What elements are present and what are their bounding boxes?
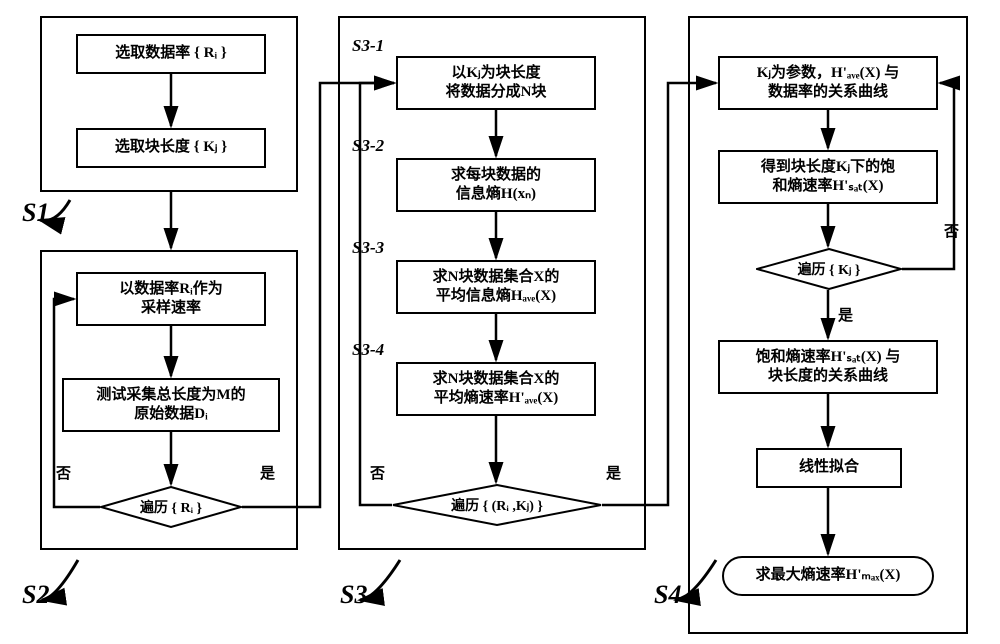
s3-diamond-label: 遍历 { (Rᵢ ,Kⱼ) }: [392, 495, 602, 515]
label-s2: S2: [22, 580, 49, 610]
s4-node5-label: 求最大熵速率H'ₘₐₓ(X): [756, 566, 901, 586]
s2-yes: 是: [260, 462, 275, 483]
s4-node1-label: Kⱼ为参数，H'ₐᵥₑ(X) 与 数据率的关系曲线: [757, 64, 899, 103]
s3-sub2: S3-2: [352, 136, 384, 156]
s3-node2-label: 求每块数据的 信息熵H(xₙ): [451, 166, 541, 205]
s4-node3-label: 饱和熵速率H'ₛₐₜ(X) 与 块长度的关系曲线: [756, 348, 901, 387]
s2-node1: 以数据率Rᵢ作为 采样速率: [76, 272, 266, 326]
s3-node1-label: 以Kⱼ为块长度 将数据分成N块: [446, 64, 547, 103]
s2-diamond-label: 遍历 { Rᵢ }: [100, 497, 242, 517]
s4-yes: 是: [838, 304, 853, 325]
label-s1: S1: [22, 198, 49, 228]
s4-diamond: 遍历 { Kⱼ }: [756, 248, 902, 290]
s4-no: 否: [944, 220, 959, 241]
s3-no: 否: [370, 462, 385, 483]
s1-node2: 选取块长度 { Kⱼ }: [76, 128, 266, 168]
s3-diamond: 遍历 { (Rᵢ ,Kⱼ) }: [392, 484, 602, 526]
label-s4: S4: [654, 580, 681, 610]
s1-node1: 选取数据率 { Rᵢ }: [76, 34, 266, 74]
s4-node2: 得到块长度Kⱼ下的饱 和熵速率H'ₛₐₜ(X): [718, 150, 938, 204]
s4-diamond-label: 遍历 { Kⱼ }: [756, 259, 902, 279]
label-s3: S3: [340, 580, 367, 610]
s2-node1-label: 以数据率Rᵢ作为 采样速率: [119, 280, 223, 319]
s3-node1: 以Kⱼ为块长度 将数据分成N块: [396, 56, 596, 110]
s1-node2-label: 选取块长度 { Kⱼ }: [115, 138, 227, 158]
s2-no: 否: [56, 462, 71, 483]
s3-node4-label: 求N块数据集合X的 平均熵速率H'ₐᵥₑ(X): [433, 370, 560, 409]
s3-node2: 求每块数据的 信息熵H(xₙ): [396, 158, 596, 212]
s3-node4: 求N块数据集合X的 平均熵速率H'ₐᵥₑ(X): [396, 362, 596, 416]
s3-sub3: S3-3: [352, 238, 384, 258]
s4-node2-label: 得到块长度Kⱼ下的饱 和熵速率H'ₛₐₜ(X): [761, 158, 895, 197]
s3-sub4: S3-4: [352, 340, 384, 360]
s4-node5: 求最大熵速率H'ₘₐₓ(X): [722, 556, 934, 596]
s3-node3: 求N块数据集合X的 平均信息熵Hₐᵥₑ(X): [396, 260, 596, 314]
s1-node1-label: 选取数据率 { Rᵢ }: [115, 44, 227, 64]
s4-node1: Kⱼ为参数，H'ₐᵥₑ(X) 与 数据率的关系曲线: [718, 56, 938, 110]
s3-sub1: S3-1: [352, 36, 384, 56]
s2-diamond: 遍历 { Rᵢ }: [100, 486, 242, 528]
s4-node3: 饱和熵速率H'ₛₐₜ(X) 与 块长度的关系曲线: [718, 340, 938, 394]
s2-node2-label: 测试采集总长度为M的 原始数据Dᵢ: [96, 386, 245, 425]
s4-node4: 线性拟合: [756, 448, 902, 488]
s3-yes: 是: [606, 462, 621, 483]
s4-node4-label: 线性拟合: [799, 458, 859, 478]
s3-node3-label: 求N块数据集合X的 平均信息熵Hₐᵥₑ(X): [433, 268, 560, 307]
s2-node2: 测试采集总长度为M的 原始数据Dᵢ: [62, 378, 280, 432]
